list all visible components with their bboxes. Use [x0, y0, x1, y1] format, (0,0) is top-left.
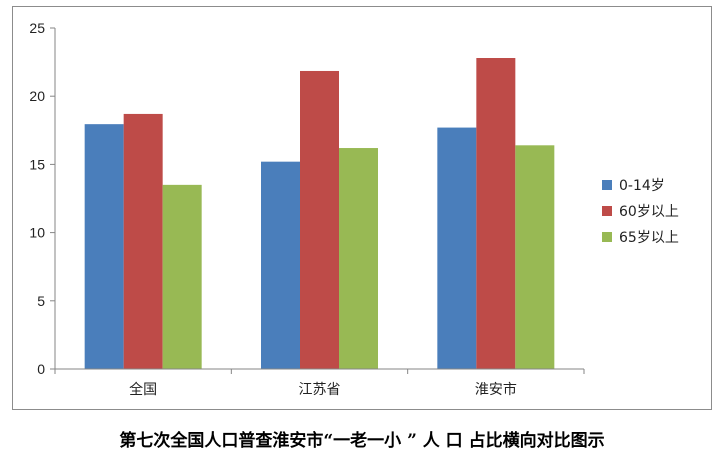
- legend-label: 0-14岁: [619, 178, 665, 194]
- legend-label: 60岁以上: [619, 204, 679, 220]
- y-tick-label: 20: [29, 88, 45, 104]
- bar: [123, 113, 163, 369]
- y-tick-label: 15: [29, 156, 45, 172]
- bar: [162, 184, 202, 369]
- bar: [476, 58, 516, 370]
- y-tick-label: 0: [37, 361, 45, 377]
- x-tick-label: 全国: [129, 381, 157, 398]
- bar: [300, 70, 339, 369]
- legend-swatch: [602, 232, 612, 242]
- bar: [339, 148, 378, 369]
- legend-label: 65岁以上: [619, 230, 679, 246]
- y-tick-label: 10: [29, 225, 45, 241]
- y-tick-label: 25: [29, 20, 45, 36]
- y-tick-label: 5: [37, 293, 45, 309]
- legend-swatch: [602, 206, 612, 216]
- x-tick-label: 江苏省: [299, 382, 341, 398]
- bar: [515, 145, 555, 369]
- x-tick-label: 淮安市: [475, 381, 517, 398]
- bar: [84, 124, 124, 369]
- bar: [437, 127, 477, 370]
- chart-caption: 第七次全国人口普查淮安市“一老一小 ” 人 口 占比横向对比图示: [119, 431, 605, 451]
- legend-swatch: [602, 180, 612, 190]
- bar: [261, 161, 300, 369]
